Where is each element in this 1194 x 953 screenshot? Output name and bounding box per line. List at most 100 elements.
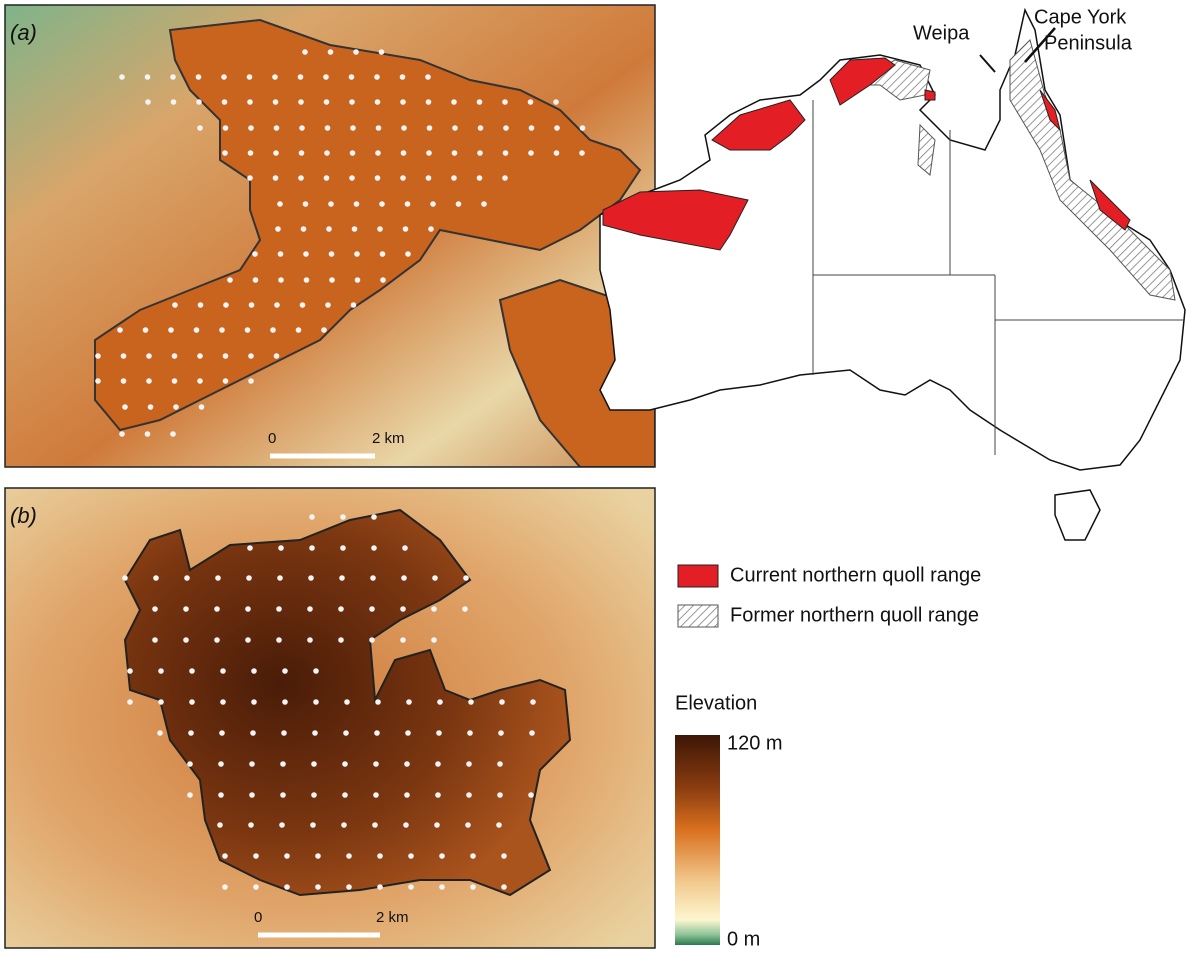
survey-point bbox=[307, 637, 313, 643]
survey-point bbox=[252, 277, 259, 283]
survey-point bbox=[284, 884, 290, 890]
current-range bbox=[602, 57, 1131, 251]
survey-point bbox=[246, 575, 252, 581]
survey-point bbox=[249, 761, 255, 767]
survey-point bbox=[405, 730, 411, 736]
survey-point bbox=[439, 884, 445, 890]
survey-point bbox=[278, 277, 284, 283]
survey-point bbox=[310, 822, 316, 828]
survey-point bbox=[120, 353, 127, 359]
survey-point bbox=[142, 327, 149, 333]
survey-point bbox=[278, 545, 284, 551]
survey-point bbox=[527, 99, 534, 105]
survey-point bbox=[499, 699, 505, 705]
elevation-min: 0 m bbox=[727, 928, 760, 950]
survey-point bbox=[373, 761, 379, 767]
survey-point bbox=[197, 125, 203, 131]
survey-point bbox=[152, 637, 158, 643]
survey-point bbox=[299, 125, 305, 131]
survey-point bbox=[272, 99, 279, 105]
survey-point bbox=[377, 853, 383, 859]
survey-point bbox=[272, 74, 278, 80]
survey-point bbox=[222, 884, 228, 890]
survey-point bbox=[369, 606, 375, 612]
survey-point bbox=[312, 730, 318, 736]
legend-label: Former northern quoll range bbox=[730, 604, 979, 626]
survey-point bbox=[221, 74, 227, 80]
survey-point bbox=[327, 49, 334, 55]
survey-point bbox=[248, 353, 254, 359]
survey-point bbox=[122, 575, 128, 581]
survey-point bbox=[247, 150, 254, 156]
survey-point bbox=[275, 226, 281, 232]
survey-point bbox=[404, 761, 410, 767]
survey-point bbox=[497, 761, 503, 767]
survey-point bbox=[284, 853, 290, 859]
survey-point bbox=[171, 353, 178, 359]
survey-point bbox=[302, 49, 308, 55]
survey-point bbox=[431, 637, 437, 643]
survey-point bbox=[378, 49, 385, 55]
survey-point bbox=[349, 175, 355, 181]
survey-point bbox=[302, 201, 309, 207]
survey-point bbox=[346, 884, 352, 890]
survey-point bbox=[298, 150, 305, 156]
survey-point bbox=[324, 125, 331, 131]
survey-point bbox=[313, 668, 319, 674]
survey-point bbox=[281, 730, 287, 736]
survey-point bbox=[402, 545, 408, 551]
survey-point bbox=[170, 74, 176, 80]
survey-point bbox=[496, 822, 502, 828]
panel-a: 0 2 km (a) bbox=[5, 5, 655, 467]
survey-point bbox=[340, 545, 346, 551]
survey-point bbox=[197, 302, 204, 308]
survey-point bbox=[218, 792, 224, 798]
survey-point bbox=[370, 575, 376, 581]
survey-point bbox=[153, 575, 159, 581]
survey-point bbox=[349, 150, 356, 156]
survey-point bbox=[215, 575, 221, 581]
survey-point bbox=[323, 99, 330, 105]
plateau bbox=[94, 18, 642, 432]
survey-point bbox=[223, 302, 229, 308]
survey-point bbox=[353, 49, 359, 55]
survey-point bbox=[371, 514, 377, 520]
legend-label: Current northern quoll range bbox=[730, 564, 981, 586]
survey-point bbox=[214, 606, 220, 612]
survey-point bbox=[299, 302, 306, 308]
survey-point bbox=[497, 792, 503, 798]
survey-point bbox=[470, 884, 476, 890]
survey-point bbox=[353, 201, 360, 207]
australia-map: Weipa Cape York Peninsula bbox=[599, 6, 1186, 541]
survey-point bbox=[300, 226, 307, 232]
survey-point bbox=[399, 74, 406, 80]
panel-label: (b) bbox=[10, 503, 37, 528]
survey-point bbox=[297, 74, 304, 80]
survey-point bbox=[374, 175, 381, 181]
survey-point bbox=[248, 125, 254, 131]
survey-point bbox=[451, 150, 458, 156]
survey-point bbox=[401, 575, 407, 581]
survey-point bbox=[170, 99, 177, 105]
survey-point bbox=[451, 99, 457, 105]
survey-point bbox=[402, 226, 409, 232]
survey-point bbox=[498, 730, 504, 736]
survey-point bbox=[425, 175, 432, 181]
survey-point bbox=[400, 175, 406, 181]
survey-point bbox=[371, 545, 377, 551]
arrow bbox=[979, 54, 996, 73]
survey-point bbox=[431, 606, 437, 612]
survey-point bbox=[303, 251, 309, 257]
survey-point bbox=[173, 404, 179, 410]
survey-point bbox=[374, 99, 381, 105]
survey-point bbox=[298, 99, 304, 105]
survey-point bbox=[346, 853, 352, 859]
survey-point bbox=[189, 699, 195, 705]
survey-point bbox=[247, 99, 253, 105]
survey-point bbox=[343, 730, 349, 736]
survey-point bbox=[279, 822, 285, 828]
survey-point bbox=[172, 302, 178, 308]
survey-point bbox=[217, 822, 223, 828]
survey-point bbox=[426, 150, 432, 156]
survey-point bbox=[188, 730, 194, 736]
